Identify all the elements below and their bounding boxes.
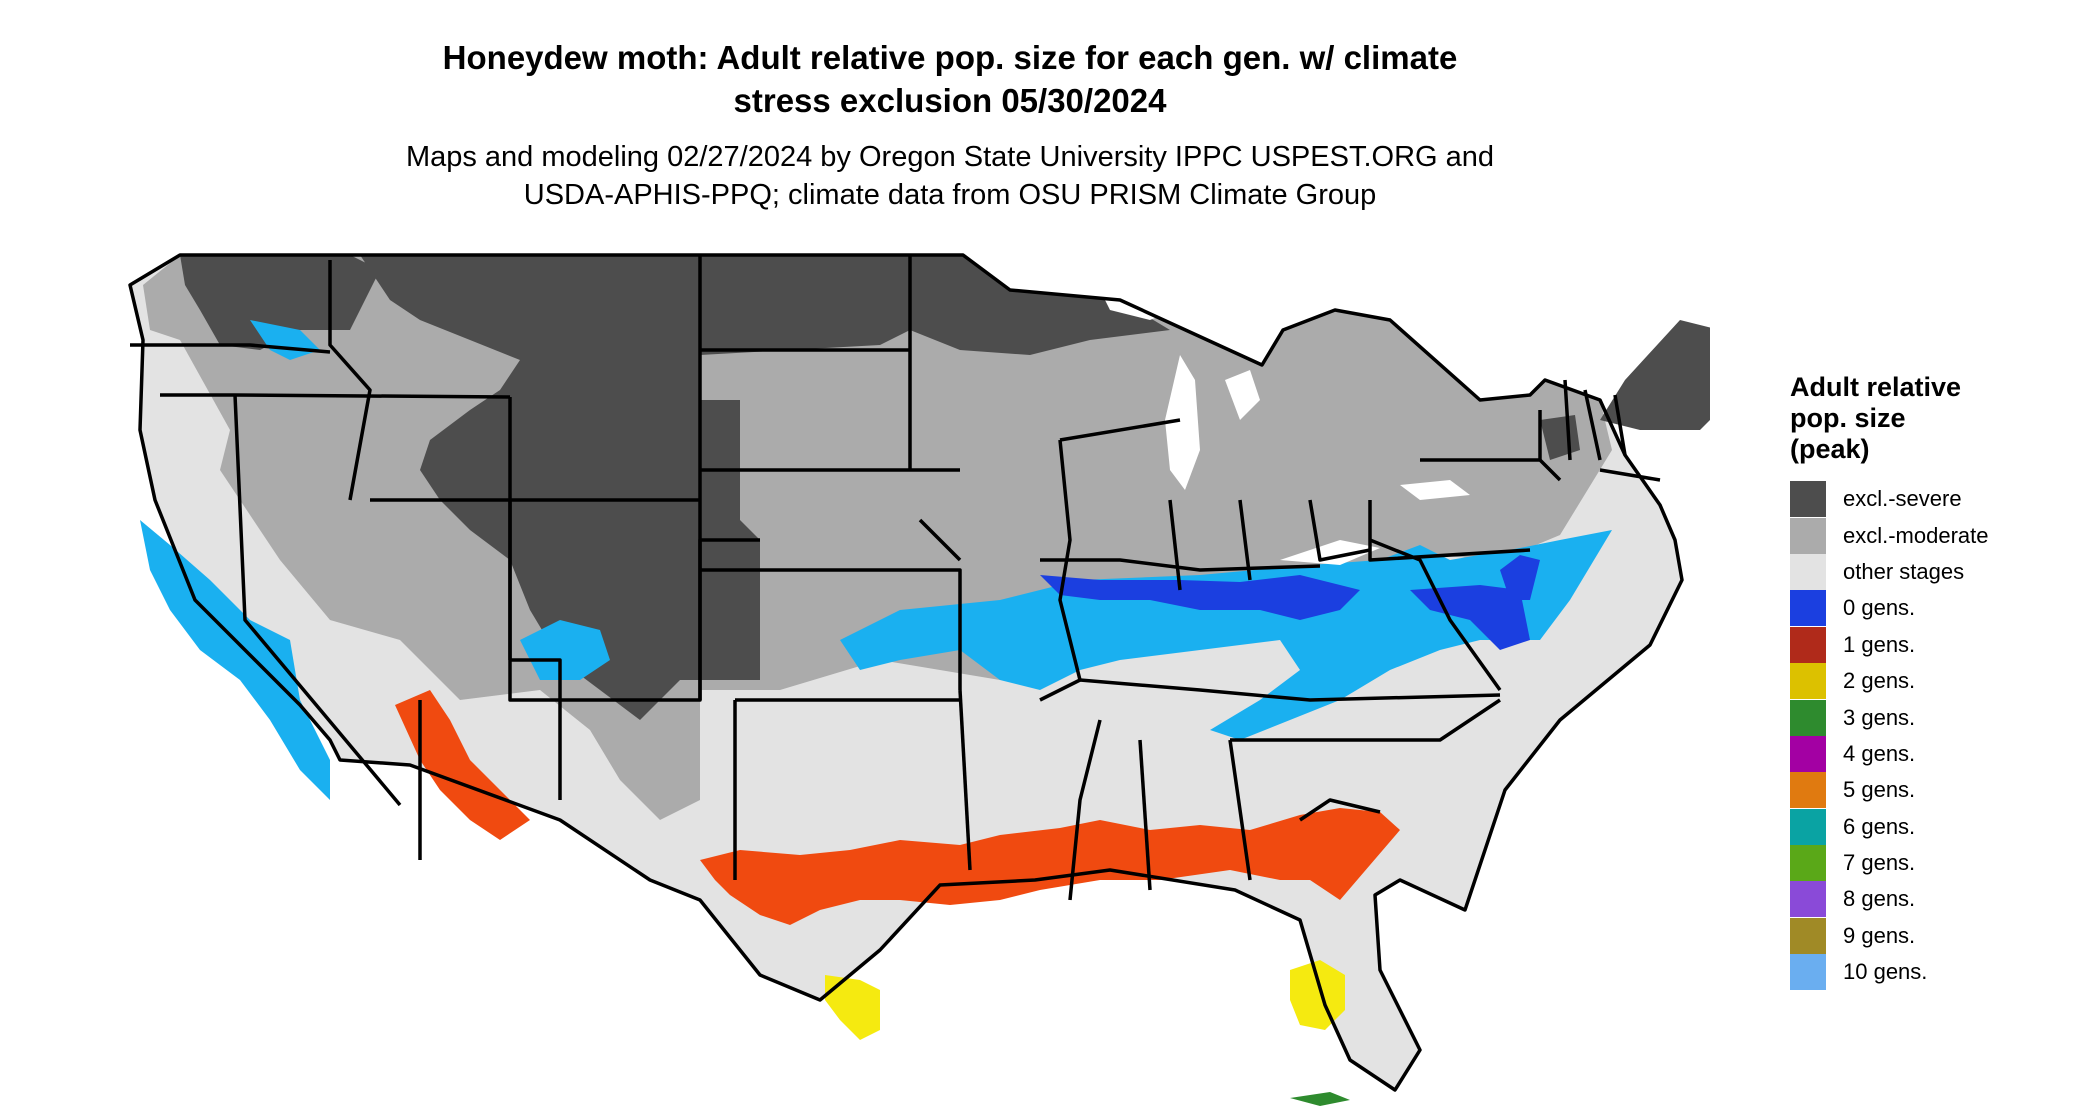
title-line-1: Honeydew moth: Adult relative pop. size … — [442, 39, 1458, 76]
legend-item: 10 gens. — [1790, 954, 2090, 991]
legend-item: 0 gens. — [1790, 590, 2090, 627]
state-borders — [128, 253, 1684, 1092]
legend-label: excl.-severe — [1843, 486, 1962, 512]
subtitle-line-2: USDA-APHIS-PPQ; climate data from OSU PR… — [523, 179, 1377, 211]
legend-item: 2 gens. — [1790, 663, 2090, 700]
legend-label: 5 gens. — [1843, 777, 1916, 803]
legend-items: excl.-severe excl.-moderate other stages 0 … — [1790, 481, 2090, 991]
legend-item: 1 gens. — [1790, 626, 2090, 663]
legend-item: 4 gens. — [1790, 735, 2090, 772]
map-subtitle: Maps and modeling 02/27/2024 by Oregon S… — [300, 138, 1600, 214]
subtitle-line-1: Maps and modeling 02/27/2024 by Oregon S… — [405, 141, 1495, 173]
legend-label: 7 gens. — [1843, 850, 1916, 876]
map-layer-green — [1290, 1092, 1350, 1106]
legend-title-line-1: Adult relative — [1790, 372, 1962, 402]
legend-item: 7 gens. — [1790, 845, 2090, 882]
legend-swatch — [1790, 808, 1826, 845]
legend-label: 9 gens. — [1843, 922, 1916, 948]
legend-item: 3 gens. — [1790, 699, 2090, 736]
legend-label: other stages — [1843, 558, 1965, 584]
legend-label: 10 gens. — [1843, 959, 1928, 985]
map-title: Honeydew moth: Adult relative pop. size … — [300, 36, 1600, 122]
legend: Adult relative pop. size (peak) excl.-se… — [1790, 372, 2090, 991]
legend-swatch — [1790, 735, 1826, 772]
legend-swatch — [1790, 590, 1826, 627]
legend-item: excl.-severe — [1790, 481, 2090, 518]
legend-item: 5 gens. — [1790, 772, 2090, 809]
legend-label: 1 gens. — [1843, 631, 1916, 657]
legend-title: Adult relative pop. size (peak) — [1790, 372, 2090, 465]
title-line-2: stress exclusion 05/30/2024 — [733, 82, 1167, 119]
legend-swatch — [1790, 553, 1826, 590]
us-map — [128, 253, 1710, 1106]
legend-swatch — [1790, 917, 1826, 954]
legend-label: 4 gens. — [1843, 740, 1916, 766]
legend-item: 6 gens. — [1790, 808, 2090, 845]
great-lakes — [1100, 285, 1470, 565]
legend-label: 6 gens. — [1843, 813, 1916, 839]
legend-label: excl.-moderate — [1843, 522, 1989, 548]
legend-swatch — [1790, 881, 1826, 918]
legend-title-line-2: pop. size — [1790, 403, 1906, 433]
legend-item: excl.-moderate — [1790, 517, 2090, 554]
legend-swatch — [1790, 954, 1826, 991]
legend-label: 8 gens. — [1843, 886, 1916, 912]
legend-label: 0 gens. — [1843, 595, 1916, 621]
map-layer-severe-exclusion — [180, 255, 1710, 720]
legend-item: 8 gens. — [1790, 881, 2090, 918]
legend-swatch — [1790, 699, 1826, 736]
legend-swatch — [1790, 772, 1826, 809]
legend-swatch — [1790, 663, 1826, 700]
legend-swatch — [1790, 845, 1826, 882]
legend-swatch — [1790, 517, 1826, 554]
legend-swatch — [1790, 626, 1826, 663]
map-layer-blue — [1040, 555, 1540, 650]
legend-item: 9 gens. — [1790, 917, 2090, 954]
legend-item: other stages — [1790, 553, 2090, 590]
map-layer-yellow — [825, 960, 1345, 1040]
legend-title-line-3: (peak) — [1790, 434, 1870, 464]
legend-label: 3 gens. — [1843, 704, 1916, 730]
legend-swatch — [1790, 481, 1826, 518]
legend-label: 2 gens. — [1843, 668, 1916, 694]
